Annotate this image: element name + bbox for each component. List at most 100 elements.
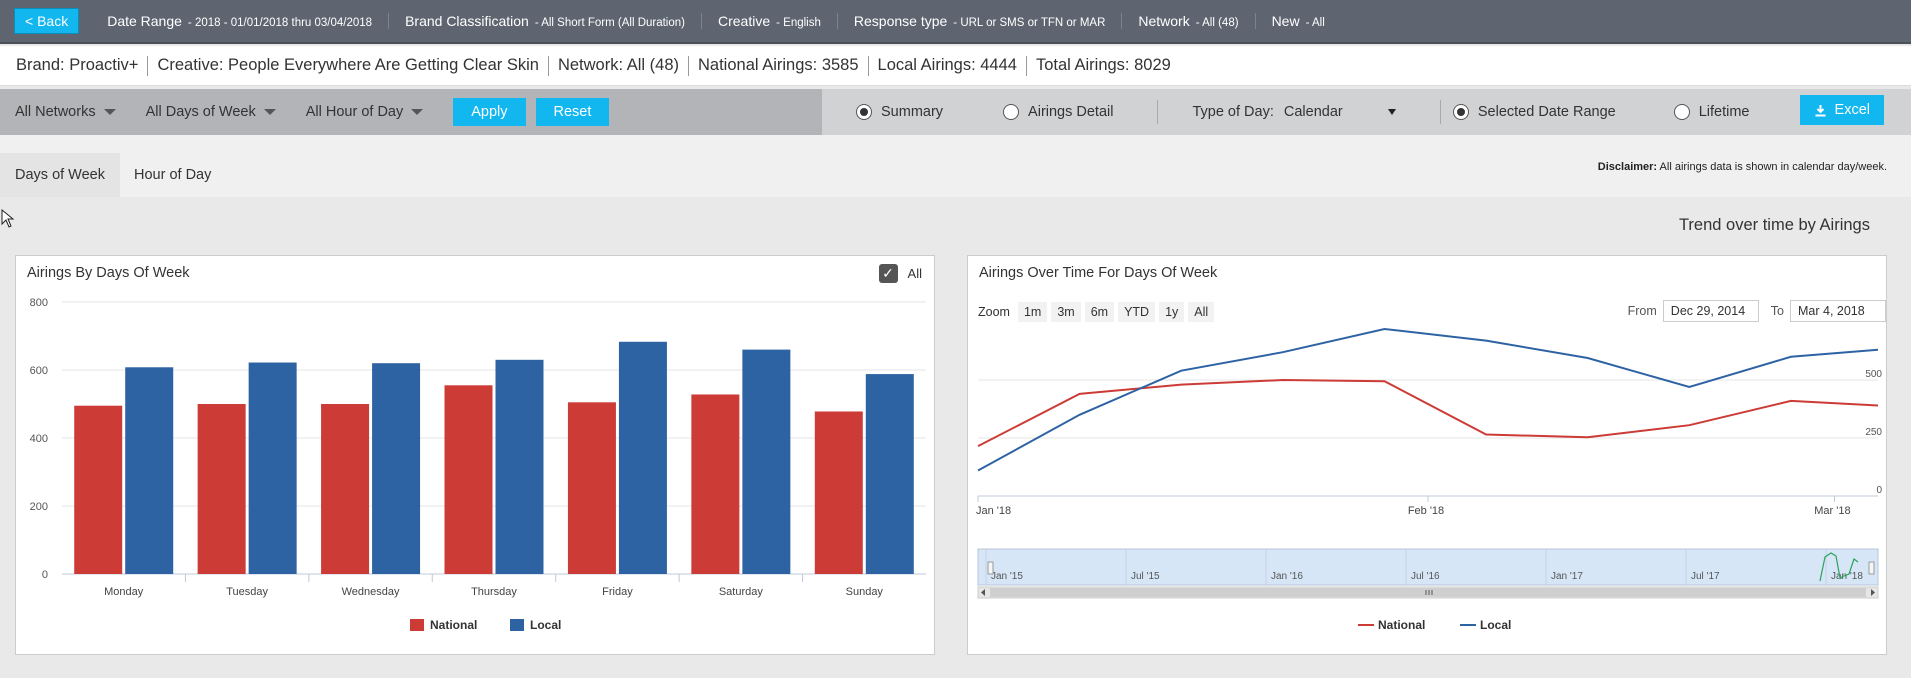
to-date-input[interactable] [1790,300,1886,322]
navigator-tick-label: Jul '16 [1411,571,1440,582]
zoom-1y-button[interactable]: 1y [1159,302,1185,322]
y-tick-label: 400 [30,433,48,445]
response-type-value: - URL or SMS or TFN or MAR [953,17,1106,29]
top-filter-bar: < Back Date Range - 2018 - 01/01/2018 th… [0,0,1911,44]
bar-local [248,362,297,574]
bar-national [197,404,246,574]
new-filter[interactable]: New - All [1256,13,1341,29]
navigator-handle-right [1868,561,1875,575]
creative-value: - English [776,17,821,29]
date-range-selector: From To [1628,300,1886,322]
disclaimer-body: All airings data is shown in calendar da… [1657,161,1887,173]
x-tick-label: Feb '18 [1408,505,1444,517]
divider [547,55,549,76]
to-label: To [1770,304,1784,318]
creative-info: Creative: People Everywhere Are Getting … [157,56,539,74]
zoom-all-button[interactable]: All [1188,302,1215,322]
radio-selected-icon [856,104,872,120]
x-tick-label: Thursday [471,586,517,598]
brand-classification-filter[interactable]: Brand Classification - All Short Form (A… [389,13,702,29]
series-line-local [977,327,1879,472]
bar-chart: 0 200 400 600 800 Monday Tuesday Wednesday Thurs… [30,297,926,632]
days-of-week-dropdown[interactable]: All Days of Week [146,104,276,120]
back-button[interactable]: < Back [14,8,80,34]
response-type-filter[interactable]: Response type - URL or SMS or TFN or MAR [838,13,1123,29]
tab-hour-of-day[interactable]: Hour of Day [134,167,212,183]
networks-dropdown[interactable]: All Networks [15,104,116,120]
line-chart: 0 250 500 Jan '18 Feb '18 Mar '18 Jan '15 Jul '… [976,327,1882,632]
creative-filter[interactable]: Creative - English [702,13,838,29]
navigator-handle-left [987,561,994,575]
zoom-ytd-button[interactable]: YTD [1118,302,1156,322]
x-tick-label: Monday [104,586,144,598]
network-value: - All (48) [1195,17,1239,29]
zoom-6m-button[interactable]: 6m [1084,302,1115,322]
divider [1439,100,1441,124]
all-days-checkbox[interactable]: ✓ All [878,264,922,283]
total-airings-info: Total Airings: 8029 [1035,56,1171,74]
reset-button[interactable]: Reset [535,98,610,126]
bar-national [691,394,740,574]
navigator-tick-label: Jan '18 [1831,571,1863,582]
y-tick-label: 800 [30,297,48,309]
bar-local [865,374,914,574]
navigator-tick-label: Jan '17 [1551,571,1583,582]
bar-local [618,341,667,574]
x-tick-label: Saturday [719,586,764,598]
network-filter[interactable]: Network - All (48) [1122,13,1256,29]
legend-swatch-national [410,619,424,631]
divider [1157,100,1159,124]
divider [147,55,149,76]
airings-detail-radio[interactable]: Airings Detail [1003,104,1113,120]
legend-swatch-local [510,619,524,631]
navigator-tick-label: Jan '15 [991,571,1023,582]
selected-date-range-radio[interactable]: Selected Date Range [1452,104,1616,120]
divider [688,55,689,76]
line-chart-title: Airings Over Time For Days Of Week [979,265,1218,281]
bar-local [125,367,174,574]
bar-local [742,349,791,574]
hours-dropdown-label: All Hour of Day [305,104,404,120]
summary-radio[interactable]: Summary [856,104,943,120]
x-tick-label: Tuesday [226,586,268,598]
trend-title: Trend over time by Airings [1678,216,1870,234]
response-type-label: Response type [853,13,948,29]
y-tick-label: 0 [1876,485,1882,496]
x-tick-label: Jan '18 [976,505,1011,517]
disclaimer-label: Disclaimer: [1597,161,1658,173]
new-label: New [1271,13,1300,29]
summary-radio-label: Summary [881,104,944,120]
national-airings-info: National Airings: 3585 [698,56,859,74]
excel-export-button[interactable]: Excel [1799,95,1884,125]
download-icon [1815,104,1826,116]
bar-national [567,402,616,574]
navigator-range [977,548,1879,586]
x-tick-label: Mar '18 [1814,505,1850,517]
radio-unselected-icon [1673,104,1690,120]
zoom-3m-button[interactable]: 3m [1051,302,1081,322]
x-tick-label: Sunday [846,586,884,598]
y-tick-label: 600 [30,365,48,377]
chevron-down-icon [1387,109,1396,115]
bar-chart-title: Airings By Days Of Week [27,265,190,281]
lifetime-radio[interactable]: Lifetime [1673,104,1750,120]
zoom-1m-button[interactable]: 1m [1017,302,1048,322]
hour-of-day-dropdown[interactable]: All Hour of Day [306,104,424,120]
excel-label: Excel [1834,102,1870,118]
x-tick-label: Wednesday [342,586,400,598]
date-range-label: Date Range [107,13,182,29]
legend-label-local: Local [1480,618,1511,632]
line-chart-panel: Airings Over Time For Days Of Week Zoom … [967,255,1887,655]
type-of-day-dropdown[interactable]: Calendar [1284,104,1396,120]
mouse-cursor-icon [1,209,15,228]
bar-local [372,363,421,574]
from-date-input[interactable] [1662,300,1759,322]
bar-national [74,405,123,574]
apply-button[interactable]: Apply [453,98,526,126]
date-range-filter[interactable]: Date Range - 2018 - 01/01/2018 thru 03/0… [91,13,390,29]
networks-dropdown-label: All Networks [15,104,96,120]
lifetime-radio-label: Lifetime [1698,104,1750,120]
tab-days-of-week[interactable]: Days of Week [0,153,120,197]
y-tick-label: 200 [30,501,48,513]
y-tick-label: 250 [1865,427,1882,438]
